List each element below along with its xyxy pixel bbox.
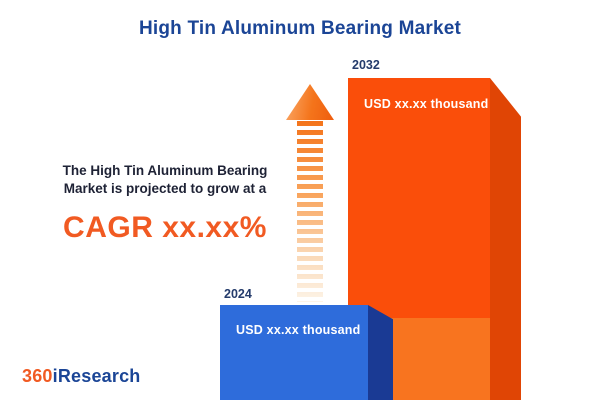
description: The High Tin Aluminum Bearing Market is … [35,162,295,249]
bar-2032-year-label: 2032 [352,58,380,72]
bar-2024-year-label: 2024 [224,287,252,301]
bar-2032-side-face [490,78,521,400]
bar-2024-side-face [368,305,393,400]
brand-logo-suffix: iResearch [52,366,141,386]
brand-logo-prefix: 360 [22,366,53,386]
description-line-2: Market is projected to grow at a [63,181,267,197]
description-line-1: The High Tin Aluminum Bearing [62,163,268,178]
growth-arrow-shaft [297,121,323,302]
page-title: High Tin Aluminum Bearing Market [138,18,462,39]
bar-2032-value-label: USD xx.xx thousand [364,97,489,111]
cagr-text: CAGR xx.xx% [63,211,267,245]
brand-logo: 360iResearch [22,366,141,387]
bar-2024-value-label: USD xx.xx thousand [236,323,361,337]
bar-2024 [220,305,368,400]
growth-arrow-icon [286,84,334,120]
